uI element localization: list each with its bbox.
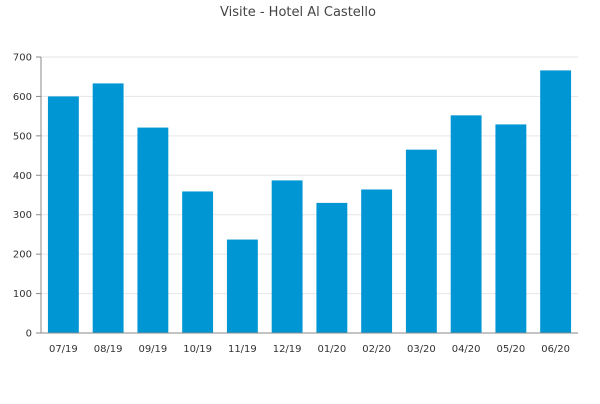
y-tick-label: 500: [13, 131, 32, 142]
x-tick-label: 04/20: [452, 344, 481, 355]
bar-02/20: [361, 189, 393, 333]
x-tick-label: 02/20: [362, 344, 391, 355]
chart-title: Visite - Hotel Al Castello: [220, 5, 376, 20]
y-tick-labels: 0 100 200 300 400 500 600 700: [13, 53, 32, 340]
y-tick-label: 700: [13, 53, 32, 64]
bar-11/19: [226, 239, 258, 333]
bar-03/20: [405, 149, 437, 333]
bar-12/19: [271, 180, 303, 333]
bar-07/19: [47, 96, 79, 333]
bar-06/20: [540, 70, 572, 334]
x-tick-label: 09/19: [138, 344, 167, 355]
y-tick-label: 0: [26, 329, 32, 340]
x-tick-label: 10/19: [183, 344, 212, 355]
x-tick-label: 07/19: [49, 344, 78, 355]
x-tick-label: 03/20: [407, 344, 436, 355]
y-tick-label: 200: [13, 250, 32, 261]
bar-08/19: [92, 83, 124, 333]
bar-01/20: [316, 202, 348, 333]
x-tick-label: 01/20: [317, 344, 346, 355]
x-tick-label: 11/19: [228, 344, 257, 355]
bars: [47, 70, 572, 334]
x-tick-label: 08/19: [94, 344, 123, 355]
bar-10/19: [182, 191, 214, 333]
y-tick-label: 400: [13, 171, 32, 182]
bar-09/19: [137, 127, 169, 333]
x-tick-label: 12/19: [273, 344, 302, 355]
x-tick-label: 05/20: [496, 344, 525, 355]
x-tick-labels: 07/19 08/19 09/19 10/19 11/19 12/19 01/20 02/20…: [49, 344, 570, 355]
axes: [36, 56, 578, 334]
x-tick-label: 06/20: [541, 344, 570, 355]
grid-lines: [41, 56, 578, 295]
y-tick-label: 600: [13, 92, 32, 103]
bar-04/20: [450, 115, 482, 334]
y-tick-label: 300: [13, 210, 32, 221]
bar-05/20: [495, 124, 527, 334]
y-tick-label: 100: [13, 289, 32, 300]
